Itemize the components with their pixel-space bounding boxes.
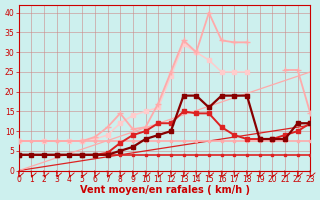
- X-axis label: Vent moyen/en rafales ( km/h ): Vent moyen/en rafales ( km/h ): [80, 185, 250, 195]
